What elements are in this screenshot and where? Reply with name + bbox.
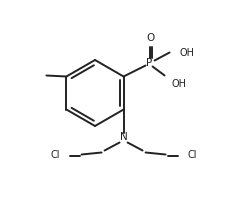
Text: P: P [146,57,153,68]
Text: OH: OH [180,48,195,57]
Text: O: O [146,32,155,43]
Text: Cl: Cl [188,150,197,161]
Text: Cl: Cl [50,150,60,161]
Text: N: N [120,132,127,143]
Text: OH: OH [172,78,186,89]
